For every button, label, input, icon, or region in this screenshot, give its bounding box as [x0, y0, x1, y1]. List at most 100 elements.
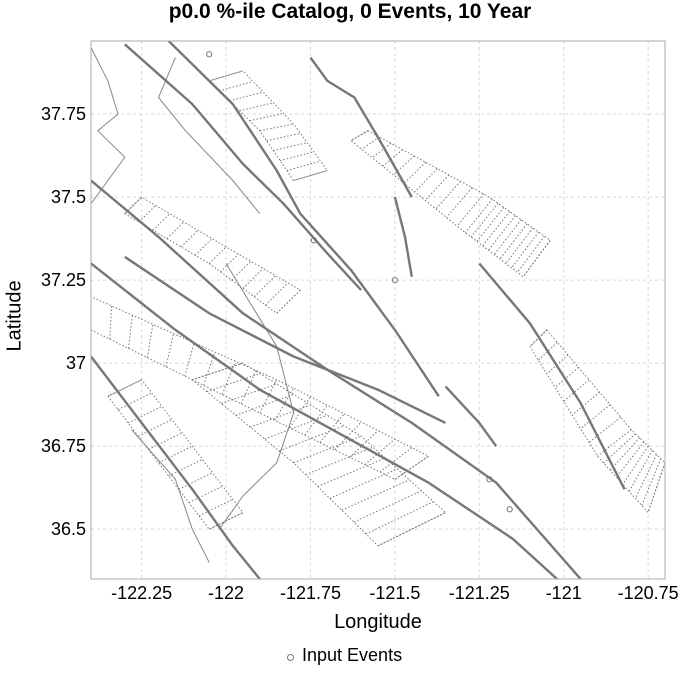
- zone-hatch: [266, 132, 301, 142]
- zone-hatch: [152, 213, 171, 231]
- zone-hatch: [293, 170, 328, 181]
- y-tick-label: 37.25: [40, 270, 86, 291]
- fault-san-andreas-north: [91, 179, 582, 579]
- fault-san-joaquin: [393, 196, 413, 278]
- x-tick-label: -121: [545, 583, 582, 603]
- zone-outline: [208, 70, 329, 182]
- zone-hatch: [580, 404, 611, 430]
- zone-hatch: [371, 142, 392, 159]
- zone-hatch: [364, 438, 396, 465]
- zone-hatch: [635, 454, 658, 499]
- zone-hatch: [240, 370, 257, 404]
- zone-hatch: [499, 223, 528, 260]
- zone-hatch: [516, 235, 545, 273]
- zone-hatch: [265, 282, 289, 306]
- zone-hatch: [511, 231, 540, 269]
- zone-hatch: [382, 149, 403, 167]
- zone-hatch: [522, 239, 551, 278]
- zone-hatch: [505, 227, 534, 264]
- y-tick-label: 36.75: [40, 436, 86, 457]
- zone-hatch: [146, 324, 154, 358]
- zone-hatch: [229, 91, 264, 102]
- zone-hatch: [242, 268, 264, 289]
- fault-zone-mt-diablo: [208, 70, 329, 182]
- zone-hatch: [178, 472, 213, 490]
- x-tick-label: -121.5: [369, 583, 421, 603]
- zone-outline: [123, 196, 302, 314]
- zone-hatch: [488, 215, 516, 251]
- zone-hatch: [259, 379, 278, 414]
- zone-hatch: [476, 207, 505, 242]
- input-events: [206, 51, 513, 513]
- zone-hatch: [148, 432, 183, 450]
- zone-hatch: [184, 342, 195, 377]
- legend: Input Events: [287, 645, 402, 666]
- open-circle-icon: [287, 653, 294, 661]
- zone-hatch: [127, 405, 163, 424]
- coastline: [131, 429, 210, 563]
- zone-hatch: [231, 260, 252, 281]
- zone-hatch: [249, 112, 284, 122]
- zone-hatch: [276, 289, 301, 314]
- zone-hatch: [403, 161, 427, 184]
- plot-frame: [90, 40, 666, 580]
- zone-hatch: [493, 219, 522, 255]
- x-tick-label: -121.25: [448, 583, 510, 603]
- fault-zayante: [91, 355, 261, 579]
- zone-hatch: [221, 383, 277, 404]
- zone-hatch: [609, 437, 641, 471]
- zone-hatch: [353, 490, 422, 523]
- fault-sargent: [124, 255, 447, 424]
- fault-greenville: [309, 56, 413, 198]
- zone-hatch: [239, 102, 274, 112]
- zone-hatch: [180, 229, 199, 248]
- coastline: [218, 263, 295, 530]
- zone-hatch: [188, 485, 223, 504]
- fault-paicines: [444, 385, 498, 447]
- zone-hatch: [209, 70, 244, 82]
- zone-hatch: [446, 187, 473, 218]
- y-axis-label: Latitude: [3, 280, 26, 352]
- event-marker: [206, 51, 213, 58]
- zone-hatch: [168, 458, 203, 477]
- y-tick-label: 37.5: [50, 187, 86, 208]
- zone-hatch: [259, 123, 294, 132]
- zone-hatch: [208, 512, 244, 530]
- zone-hatch: [464, 198, 493, 233]
- zone-hatch: [414, 168, 438, 193]
- grid-lines: [91, 41, 665, 579]
- fault-calaveras: [167, 41, 440, 397]
- x-axis-label: Longitude: [334, 611, 422, 633]
- zone-hatch: [220, 253, 239, 273]
- coastlines: [91, 47, 295, 563]
- event-marker: [486, 476, 493, 483]
- zone-hatch: [138, 419, 173, 437]
- fault-zone-great-valley-thrust-south: [529, 329, 665, 514]
- zone-hatch: [482, 211, 511, 247]
- zone-hatch: [138, 205, 157, 223]
- zone-hatch: [341, 479, 410, 511]
- zone-hatch: [278, 425, 345, 452]
- fault-hayward: [124, 43, 362, 291]
- zone-hatch: [253, 275, 276, 298]
- x-tick-label: -121.75: [279, 583, 341, 603]
- zone-hatch: [349, 430, 379, 458]
- zone-hatch: [571, 391, 600, 416]
- zone-hatch: [319, 413, 345, 443]
- zone-hatch: [194, 238, 213, 256]
- zone-hatch: [616, 441, 645, 478]
- zone-outline: [350, 130, 551, 278]
- zone-hatch: [622, 445, 649, 485]
- event-marker: [310, 237, 317, 244]
- zone-outline: [107, 379, 244, 530]
- zone-hatch: [206, 373, 260, 393]
- zone-hatch: [166, 221, 185, 239]
- legend-label: Input Events: [302, 645, 403, 665]
- zone-hatch: [286, 160, 321, 172]
- zone-hatch: [628, 450, 653, 492]
- zone-hatch: [221, 361, 236, 395]
- zone-hatch: [165, 333, 175, 367]
- y-tick-label: 37.75: [40, 104, 86, 125]
- zone-hatch: [317, 457, 386, 487]
